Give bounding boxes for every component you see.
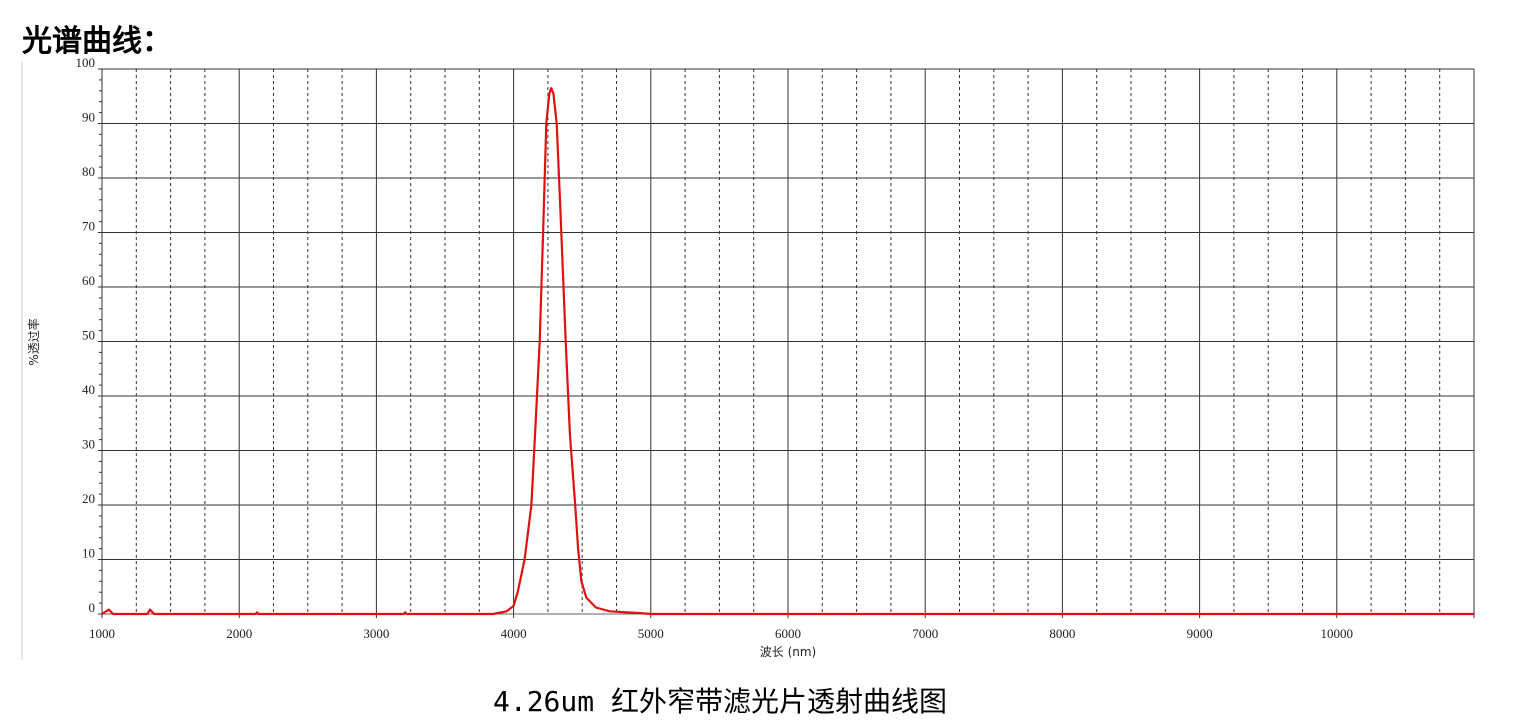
y-tick-label: 80	[82, 164, 95, 179]
figure-caption: 4.26um 红外窄带滤光片透射曲线图	[492, 685, 947, 718]
x-tick-label: 9000	[1187, 626, 1213, 641]
y-tick-label: 60	[82, 273, 95, 288]
y-tick-label: 20	[82, 491, 95, 506]
y-tick-label: 40	[82, 382, 95, 397]
x-tick-label: 6000	[775, 626, 801, 641]
section-heading: 光谱曲线：	[22, 24, 172, 59]
x-tick-label: 10000	[1321, 626, 1354, 641]
y-tick-label: 50	[82, 328, 95, 343]
series-line	[101, 87, 1474, 616]
grid	[98, 68, 1475, 618]
y-tick-label: 10	[82, 546, 95, 561]
x-tick-label: 7000	[912, 626, 938, 641]
y-axis-label: %透过率	[26, 318, 41, 365]
x-tick-label: 2000	[226, 626, 252, 641]
y-tick-label: 100	[76, 55, 96, 70]
y-tick-label: 90	[82, 110, 95, 125]
x-tick-label: 8000	[1049, 626, 1075, 641]
x-tick-label: 4000	[501, 626, 527, 641]
y-tick-label: 30	[82, 437, 95, 452]
y-tick-label: 70	[82, 219, 95, 234]
spectrum-chart: 0 10 20 30 40 50 60 70 80 90 100 1000 2000 3000 4000 50…	[21, 55, 1475, 660]
x-tick-label: 1000	[89, 626, 115, 641]
x-tick-label: 3000	[363, 626, 389, 641]
x-axis-label: 波长 (nm)	[760, 645, 816, 659]
y-tick-label: 0	[89, 600, 96, 615]
axis-ticks: 0 10 20 30 40 50 60 70 80 90 100 1000 2000 3000 4000 50…	[76, 55, 1354, 641]
x-tick-label: 5000	[638, 626, 664, 641]
